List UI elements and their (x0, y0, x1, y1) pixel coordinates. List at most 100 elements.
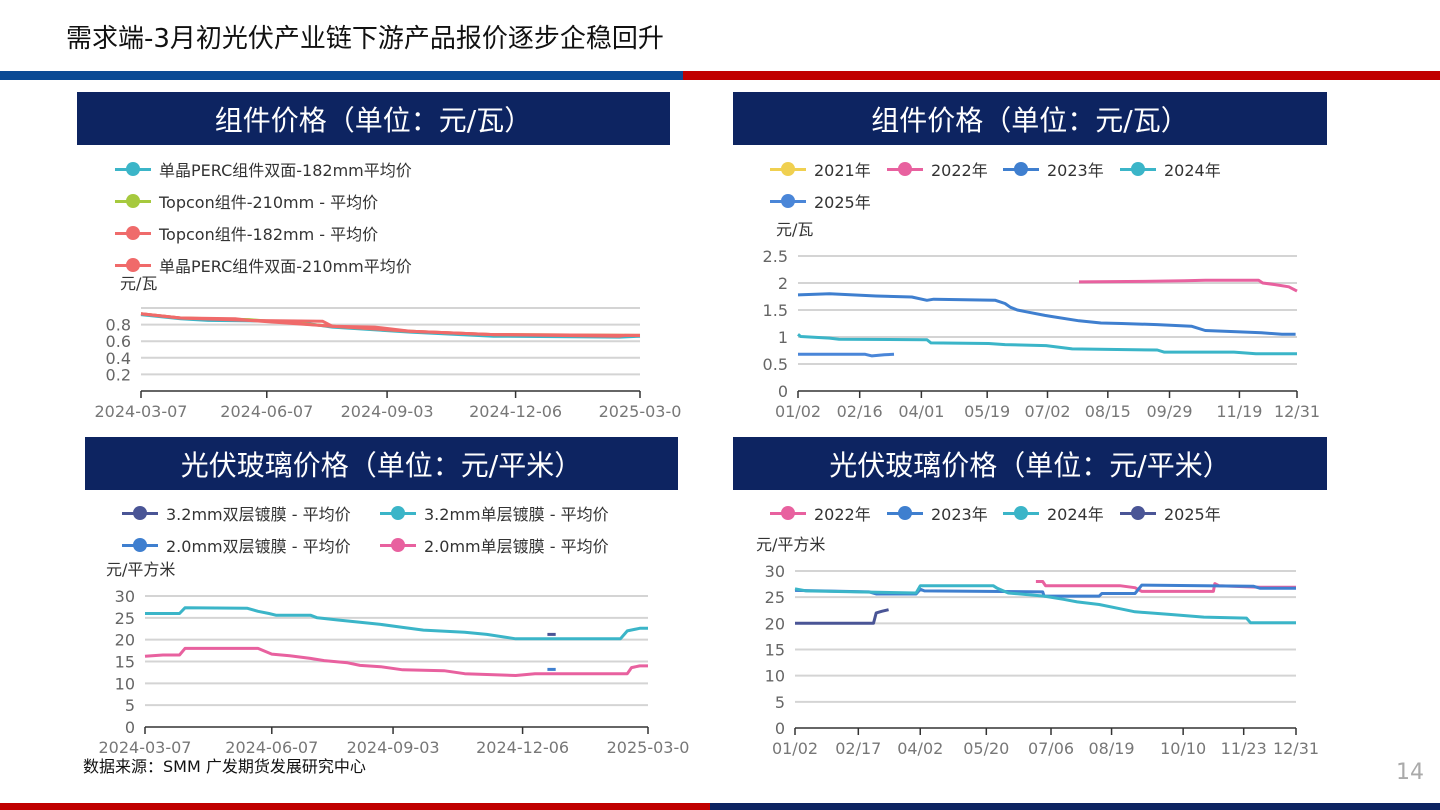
y-tick-label: 0.2 (106, 365, 131, 384)
x-tick-label: 01/02 (772, 739, 818, 758)
legend-marker-icon (115, 162, 151, 176)
y-tick-label: 25 (115, 609, 135, 628)
legend-label: 2021年 (814, 161, 871, 180)
legend-marker-icon (1003, 506, 1039, 520)
legend-item[interactable]: 2023年 (1003, 157, 1104, 181)
series-line-2024年 (794, 584, 1296, 625)
y-tick-label: 0.6 (106, 332, 131, 351)
x-tick-label: 10/10 (1160, 739, 1206, 758)
y-tick-label: 10 (115, 674, 135, 693)
legend-marker-icon (380, 506, 416, 520)
series-line-2022年 (1078, 278, 1298, 293)
legend-item[interactable]: 2025年 (1120, 501, 1221, 525)
header-red-bar (683, 71, 1440, 80)
x-tick-label: 02/16 (837, 402, 883, 421)
legend-item[interactable]: 单晶PERC组件双面-182mm平均价 (115, 157, 412, 181)
legend-marker-icon (770, 194, 806, 208)
legend-marker-icon (887, 506, 923, 520)
x-tick-label: 04/02 (897, 739, 943, 758)
legend-item[interactable]: 2024年 (1003, 501, 1104, 525)
legend-marker-icon (770, 506, 806, 520)
legend-item[interactable]: 2.0mm单层镀膜 - 平均价 (380, 533, 609, 557)
y-tick-label: 0.4 (106, 349, 131, 368)
series-line-2025年 (795, 608, 889, 625)
y-tick-label: 25 (765, 588, 785, 607)
panel-title-module-price-yearly: 组件价格（单位：元/瓦） (733, 92, 1327, 145)
series-line-2025年 (798, 352, 895, 358)
legend-label: 2022年 (931, 161, 988, 180)
y-unit-label: 元/平方米 (106, 560, 176, 579)
y-tick-label: 0.8 (106, 316, 131, 335)
y-tick-label: 0 (775, 719, 785, 738)
x-tick-label: 2024-09-03 (347, 738, 440, 757)
legend-label: 2025年 (814, 193, 871, 212)
y-tick-label: 2 (778, 274, 788, 293)
data-source: 数据来源：SMM 广发期货发展研究中心 (83, 757, 366, 776)
header-blue-bar (0, 71, 683, 80)
legend-item[interactable]: 2021年 (770, 157, 871, 181)
legend-label: 3.2mm双层镀膜 - 平均价 (166, 505, 351, 524)
legend-item[interactable]: 2023年 (887, 501, 988, 525)
legend-label: 2024年 (1047, 505, 1104, 524)
x-tick-label: 12/31 (1273, 739, 1319, 758)
y-tick-label: 1 (778, 328, 788, 347)
legend-label: 2024年 (1164, 161, 1221, 180)
legend-label: 2.0mm单层镀膜 - 平均价 (424, 537, 609, 556)
legend-marker-icon (1003, 162, 1039, 176)
x-tick-label: 2025-03-0 (599, 402, 682, 421)
legend-item[interactable]: 2024年 (1120, 157, 1221, 181)
y-tick-label: 15 (115, 653, 135, 672)
legend-item[interactable]: 3.2mm双层镀膜 - 平均价 (122, 501, 351, 525)
series-line-单晶PERC组件双面-210mm平均价 (140, 312, 641, 337)
legend-label: 单晶PERC组件双面-210mm平均价 (159, 257, 412, 276)
legend-marker-icon (115, 258, 151, 272)
legend-marker-icon (115, 226, 151, 240)
series-line-2.0mm单层镀膜 - 平均价 (144, 646, 648, 677)
legend-item[interactable]: 2022年 (770, 501, 871, 525)
legend-item[interactable]: 3.2mm单层镀膜 - 平均价 (380, 501, 609, 525)
x-tick-label: 09/29 (1146, 402, 1192, 421)
legend-marker-icon (887, 162, 923, 176)
y-tick-label: 30 (115, 587, 135, 606)
legend-item[interactable]: Topcon组件-210mm - 平均价 (115, 189, 378, 213)
x-tick-label: 11/19 (1216, 402, 1262, 421)
y-tick-label: 1.5 (763, 301, 788, 320)
x-tick-label: 04/01 (898, 402, 944, 421)
x-tick-label: 01/02 (775, 402, 821, 421)
y-tick-label: 0 (125, 718, 135, 737)
x-tick-label: 2024-12-06 (469, 402, 562, 421)
y-tick-label: 5 (125, 696, 135, 715)
legend-label: 2022年 (814, 505, 871, 524)
x-tick-label: 2024-06-07 (220, 402, 313, 421)
slide-title: 需求端-3月初光伏产业链下游产品报价逐步企稳回升 (66, 24, 664, 54)
legend-item[interactable]: 单晶PERC组件双面-210mm平均价 (115, 253, 412, 277)
footer-navy-bar (710, 803, 1440, 810)
legend-marker-icon (770, 162, 806, 176)
x-tick-label: 07/06 (1028, 739, 1074, 758)
legend-item[interactable]: 2022年 (887, 157, 988, 181)
x-tick-label: 08/15 (1085, 402, 1131, 421)
legend-marker-icon (122, 506, 158, 520)
legend-marker-icon (380, 538, 416, 552)
legend-marker-icon (1120, 506, 1156, 520)
legend-item[interactable]: 2025年 (770, 189, 871, 213)
y-tick-label: 10 (765, 667, 785, 686)
x-tick-label: 05/19 (964, 402, 1010, 421)
series-line-2023年 (797, 292, 1296, 336)
panel-title-glass-price: 光伏玻璃价格（单位：元/平米） (85, 437, 678, 490)
x-tick-label: 2024-03-07 (95, 402, 188, 421)
legend-marker-icon (1120, 162, 1156, 176)
legend-label: 3.2mm单层镀膜 - 平均价 (424, 505, 609, 524)
y-unit-label: 元/瓦 (120, 274, 158, 293)
x-tick-label: 2025-03-0 (607, 738, 690, 757)
legend-item[interactable]: 2.0mm双层镀膜 - 平均价 (122, 533, 351, 557)
x-tick-label: 08/19 (1089, 739, 1135, 758)
legend-label: Topcon组件-210mm - 平均价 (159, 193, 379, 212)
legend-label: 2023年 (1047, 161, 1104, 180)
x-tick-label: 2024-09-03 (341, 402, 434, 421)
legend-item[interactable]: Topcon组件-182mm - 平均价 (115, 221, 378, 245)
y-unit-label: 元/平方米 (756, 535, 826, 554)
legend-label: Topcon组件-182mm - 平均价 (159, 225, 379, 244)
page-number: 14 (1396, 760, 1424, 785)
